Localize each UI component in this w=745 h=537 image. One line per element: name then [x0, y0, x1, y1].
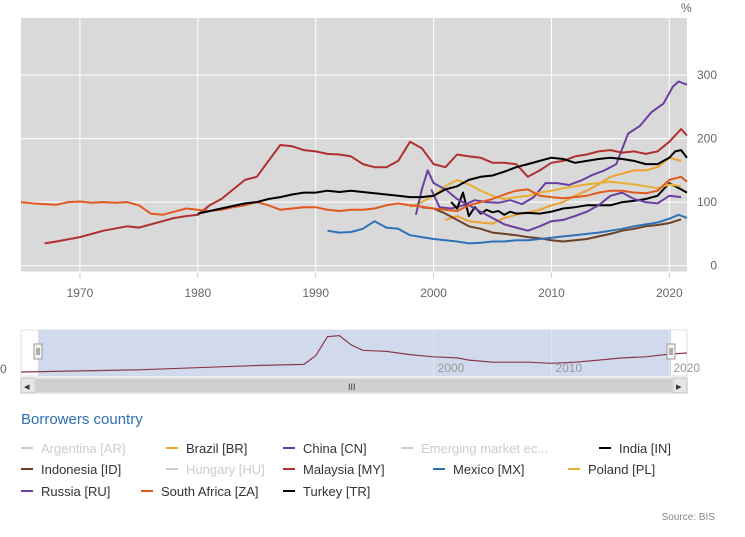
legend-swatch [166, 447, 178, 449]
navigator-handle-right[interactable] [666, 343, 676, 360]
navigator-zero-label: 0 [0, 362, 7, 376]
series-line-brazil-br[interactable] [445, 156, 682, 225]
legend-label: Brazil [BR] [186, 440, 248, 456]
legend-item-argentina-ar[interactable]: Argentina [AR] [21, 439, 126, 457]
legend-item-hungary-hu[interactable]: Hungary [HU] [166, 460, 265, 478]
legend-item-mexico-mx[interactable]: Mexico [MX] [433, 460, 525, 478]
legend-swatch [21, 490, 33, 492]
series-layer [20, 80, 688, 245]
legend-label: Mexico [MX] [453, 461, 525, 477]
legend-swatch [433, 468, 445, 470]
y-tick-label-100: 100 [697, 195, 717, 209]
y-gridlines [21, 74, 687, 267]
scrollbar-grip-icon: III [348, 382, 356, 392]
x-tick-labels: 1970 1980 1990 2000 2010 2020 [67, 286, 683, 300]
x-tick-label-2010: 2010 [538, 286, 565, 300]
chart: 1970 1980 1990 2000 2010 2020 0 100 200 300 % 20… [0, 1, 717, 394]
legend-label: Turkey [TR] [303, 483, 371, 499]
navigator-tick-label-2010: 2010 [555, 361, 582, 375]
legend-label: Poland [PL] [588, 461, 656, 477]
y-unit-label: % [681, 1, 692, 15]
legend-item-turkey-tr[interactable]: Turkey [TR] [283, 482, 370, 500]
legend-item-india-in[interactable]: India [IN] [599, 439, 671, 457]
legend-item-russia-ru[interactable]: Russia [RU] [21, 482, 110, 500]
legend-swatch [21, 468, 33, 470]
y-tick-labels: 0 100 200 300 [697, 68, 717, 273]
legend-label: Hungary [HU] [186, 461, 265, 477]
legend-item-malaysia-my[interactable]: Malaysia [MY] [283, 460, 385, 478]
legend-label: Malaysia [MY] [303, 461, 385, 477]
legend-item-china-cn[interactable]: China [CN] [283, 439, 367, 457]
x-tick-label-1970: 1970 [67, 286, 94, 300]
legend-label: South Africa [ZA] [161, 483, 259, 499]
x-tick-label-1980: 1980 [184, 286, 211, 300]
series-line-malaysia-my[interactable] [44, 128, 688, 245]
navigator-series-line [20, 334, 688, 373]
legend-swatch [401, 447, 413, 449]
legend-item-poland-pl[interactable]: Poland [PL] [568, 460, 655, 478]
scrollbar-left-button[interactable] [20, 377, 36, 394]
legend-title: Borrowers country [21, 411, 143, 428]
x-gridlines [79, 18, 670, 278]
series-line-indonesia-id[interactable] [421, 206, 682, 243]
legend-swatch [283, 468, 295, 470]
series-line-mexico-mx[interactable] [327, 213, 688, 245]
legend-item-indonesia-id[interactable]: Indonesia [ID] [21, 460, 121, 478]
legend-item-brazil-br[interactable]: Brazil [BR] [166, 439, 247, 457]
legend-swatch [166, 468, 178, 470]
scrollbar-left-arrow-icon: ◂ [24, 381, 30, 393]
x-tick-label-1990: 1990 [302, 286, 329, 300]
legend-label: Argentina [AR] [41, 440, 126, 456]
legend-swatch [21, 447, 33, 449]
y-tick-label-200: 200 [697, 132, 717, 146]
navigator-selection[interactable] [38, 330, 671, 376]
legend-swatch [568, 468, 580, 470]
navigator-tick-labels: 2000 2010 2020 [438, 361, 701, 375]
navigator-series [20, 334, 688, 373]
legend-swatch [599, 447, 611, 449]
legend-label: Indonesia [ID] [41, 461, 122, 477]
legend-swatch [141, 490, 153, 492]
series-line-turkey-tr[interactable] [197, 149, 688, 215]
scrollbar-thumb[interactable] [36, 379, 672, 392]
source-note: Source: BIS [661, 512, 715, 523]
legend-item-emerging-market-ec[interactable]: Emerging market ec... [401, 439, 548, 457]
y-tick-label-0: 0 [710, 259, 717, 273]
navigator-tick-label-2000: 2000 [438, 361, 465, 375]
x-tick-label-2020: 2020 [656, 286, 683, 300]
x-tick-label-2000: 2000 [420, 286, 447, 300]
plot-background [21, 18, 687, 272]
y-tick-label-300: 300 [697, 68, 717, 82]
legend-swatch [283, 490, 295, 492]
legend-label: Emerging market ec... [421, 440, 549, 456]
legend-label: Russia [RU] [41, 483, 111, 499]
legend-item-south-africa-za[interactable]: South Africa [ZA] [141, 482, 259, 500]
navigator-tick-label-2020: 2020 [673, 361, 700, 375]
series-line-poland-pl[interactable] [409, 178, 682, 209]
legend-swatch [283, 447, 295, 449]
legend-label: China [CN] [303, 440, 367, 456]
legend-label: India [IN] [619, 440, 672, 456]
navigator-handle-left[interactable] [33, 343, 43, 360]
scrollbar-right-arrow-icon: ▸ [676, 381, 682, 393]
scrollbar-right-button[interactable] [672, 377, 688, 394]
series-line-south-africa-za[interactable] [20, 175, 688, 216]
series-line-china-cn[interactable] [430, 80, 688, 210]
